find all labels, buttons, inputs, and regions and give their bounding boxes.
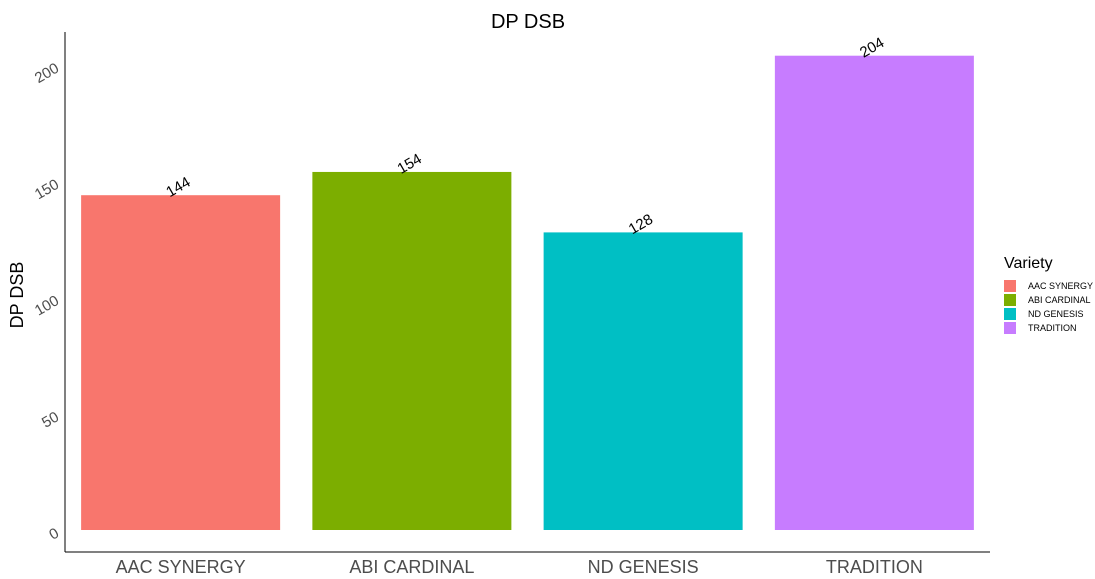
bars [81, 55, 974, 530]
legend: Variety AAC SYNERGY ABI CARDINAL ND GENESI… [1004, 255, 1093, 334]
bar [81, 195, 281, 530]
legend-swatch [1004, 322, 1016, 334]
legend-title: Variety [1004, 255, 1053, 272]
legend-swatch [1004, 280, 1016, 292]
x-ticks: AAC SYNERGY ABI CARDINAL ND GENESIS TRADITI… [116, 557, 923, 577]
legend-swatch [1004, 308, 1016, 320]
y-tick-label: 200 [32, 60, 62, 87]
legend-label: ND GENESIS [1028, 309, 1084, 319]
y-tick-label: 150 [32, 176, 62, 203]
y-axis-label: DP DSB [7, 262, 27, 329]
y-tick-label: 0 [46, 525, 62, 544]
x-tick-label: ABI CARDINAL [349, 557, 474, 577]
y-ticks: 0 50 100 150 200 [32, 60, 62, 544]
x-tick-label: ND GENESIS [588, 557, 699, 577]
x-tick-label: TRADITION [826, 557, 923, 577]
chart-title: DP DSB [491, 11, 565, 33]
legend-label: ABI CARDINAL [1028, 295, 1091, 305]
y-tick-label: 100 [32, 292, 62, 319]
x-tick-label: AAC SYNERGY [116, 557, 246, 577]
bar [774, 55, 974, 530]
legend-label: TRADITION [1028, 323, 1077, 333]
legend-label: AAC SYNERGY [1028, 281, 1093, 291]
legend-swatch [1004, 294, 1016, 306]
bar [312, 171, 512, 530]
y-tick-label: 50 [39, 408, 62, 431]
bar [543, 232, 743, 530]
